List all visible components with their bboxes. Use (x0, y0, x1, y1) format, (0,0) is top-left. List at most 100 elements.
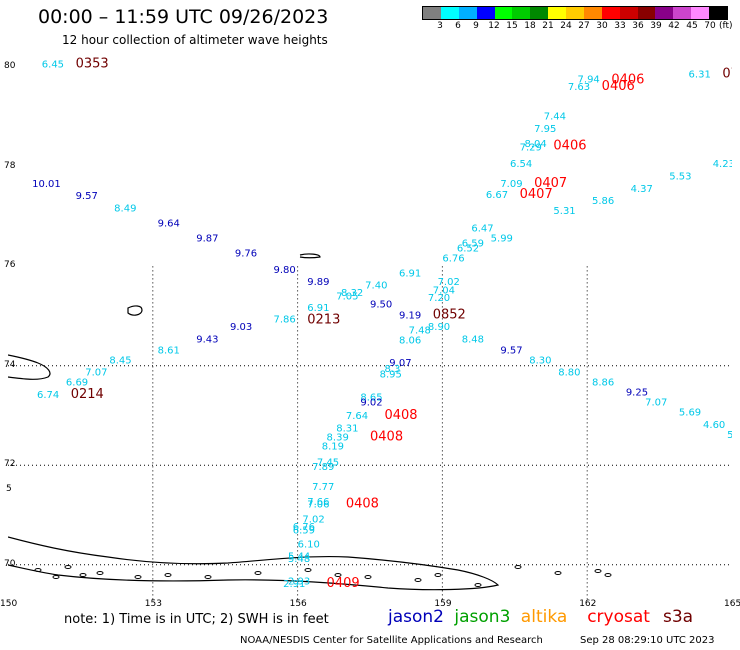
time-label: 0408 (346, 497, 379, 512)
wave-height-label: 5.69 (679, 408, 701, 419)
island (594, 569, 602, 573)
wave-height-label: 6.59 (293, 525, 315, 536)
wave-height-label: 7.94 (578, 74, 600, 85)
wave-height-labels: 6.4503537.947.63040604066.31077.447.958.… (32, 56, 732, 591)
wave-height-label: 6.54 (510, 159, 532, 170)
island (434, 573, 442, 577)
wave-height-label: 7.04 (433, 286, 455, 297)
time-label: 07 (722, 66, 732, 81)
footer-note: note: 1) Time is in UTC; 2) SWH is in fe… (64, 612, 329, 627)
island (64, 565, 72, 569)
colorbar-tick-label: 42 (668, 21, 680, 31)
wave-height-label: 9.25 (626, 388, 648, 399)
colorbar-swatch (655, 7, 674, 19)
colorbar-tick-label: 33 (614, 21, 626, 31)
wave-height-label: 8.65 (360, 393, 382, 404)
latitude-tick-label: 70 (4, 558, 16, 569)
wave-height-label: 4.37 (631, 184, 653, 195)
wave-height-label: 8.06 (399, 335, 421, 346)
latitude-edge-label: 5 (6, 484, 12, 495)
longitude-tick-label: 153 (144, 599, 162, 609)
wave-height-label: 7.02 (438, 277, 460, 288)
colorbar-tick-label: 39 (650, 21, 662, 31)
latitude-tick-label: 74 (4, 359, 16, 370)
wave-height-label: 7.77 (312, 482, 334, 493)
wave-height-label: 7.07 (645, 398, 667, 409)
wave-height-label: 8.3 (384, 364, 400, 375)
colorbar-tick-label: 18 (524, 21, 536, 31)
wave-height-label: 7.64 (346, 411, 368, 422)
wave-height-label: 7.45 (317, 457, 339, 468)
wave-height-label: 7.07 (85, 368, 107, 379)
wave-height-label: 6.74 (37, 390, 59, 401)
colorbar-tick-label: 3 (437, 21, 443, 31)
wave-height-label: 7.06 (307, 500, 329, 511)
wave-height-label: 5.44 (288, 552, 310, 563)
time-label: 0213 (307, 313, 340, 328)
time-label: 0408 (370, 429, 403, 444)
colorbar-swatch (548, 7, 566, 19)
wave-height-label: 5.99 (491, 233, 513, 244)
colorbar-swatch (637, 7, 656, 19)
wave-height-label: 6.69 (66, 378, 88, 389)
wave-height-label: 5.48 (288, 554, 310, 565)
wave-height-label: 6.47 (471, 224, 493, 235)
wave-height-label: 9.57 (76, 191, 98, 202)
colorbar-tick-label: 45 (686, 21, 698, 31)
longitude-tick-label: 162 (579, 599, 597, 609)
wave-height-label: 6.52 (457, 243, 479, 254)
island (334, 573, 342, 577)
wave-height-label: 9.03 (230, 322, 252, 333)
wave-height-label: 5.92 (727, 430, 732, 441)
colorbar-swatch (476, 7, 495, 19)
wave-height-label: 9.02 (360, 398, 382, 409)
colorbar-tick-label: 9 (473, 21, 479, 31)
colorbar-tick-label: 24 (560, 21, 572, 31)
wave-height-label: 6.45 (42, 59, 64, 70)
time-label: 0214 (71, 387, 104, 402)
wave-height-label: 10.01 (32, 179, 61, 190)
time-label: 0406 (611, 72, 644, 87)
colorbar-swatch (512, 7, 531, 19)
island (604, 573, 612, 577)
island (134, 575, 142, 579)
wave-height-label: 9.50 (370, 300, 392, 311)
latitude-tick-label: 72 (4, 459, 16, 470)
colorbar-swatch (440, 7, 459, 19)
time-label: 0353 (76, 56, 109, 71)
wave-height-label: 9.43 (196, 334, 218, 345)
colorbar-swatch (601, 7, 620, 19)
wave-height-label: 8.95 (380, 370, 402, 381)
longitude-tick-label: 159 (434, 599, 452, 609)
wave-height-label: 9.80 (273, 265, 295, 276)
island (52, 575, 60, 579)
wave-height-label: 8.04 (524, 139, 546, 150)
island (414, 578, 422, 582)
wave-height-label: 2.93 (288, 577, 310, 588)
colorbar-swatch (709, 7, 727, 19)
wave-height-label: 8.80 (558, 368, 580, 379)
coastline-path (8, 354, 51, 380)
wave-height-label: 7.48 (409, 325, 431, 336)
wave-height-label: 7.29 (520, 142, 542, 153)
map-subtitle: 12 hour collection of altimeter wave hei… (62, 33, 328, 47)
coastline-path (299, 253, 321, 259)
colorbar-tick-label: 15 (506, 21, 518, 31)
wave-height-label: 6.91 (399, 268, 421, 279)
wave-height-label: 8.45 (109, 355, 131, 366)
wave-height-label: 8.32 (341, 288, 363, 299)
map-title: 00:00 – 11:59 UTC 09/26/2023 (38, 6, 329, 28)
coastline (8, 253, 612, 591)
time-label: 0408 (384, 408, 417, 423)
latitude-tick-label: 76 (4, 260, 16, 271)
island (204, 575, 212, 579)
island (164, 573, 172, 577)
wave-height-label: 6.59 (462, 238, 484, 249)
wave-height-label: 6.76 (293, 522, 315, 533)
wave-height-label: 7.66 (307, 497, 329, 508)
satellite-legend-cryosat: cryosat (587, 607, 650, 627)
wave-height-label: 8.61 (158, 345, 180, 356)
colorbar-units: (ft) (719, 21, 733, 31)
colorbar-ticks: 3 6 9 12 15 18 21 24 27 30 33 36 39 42 45 70 (422, 21, 728, 33)
